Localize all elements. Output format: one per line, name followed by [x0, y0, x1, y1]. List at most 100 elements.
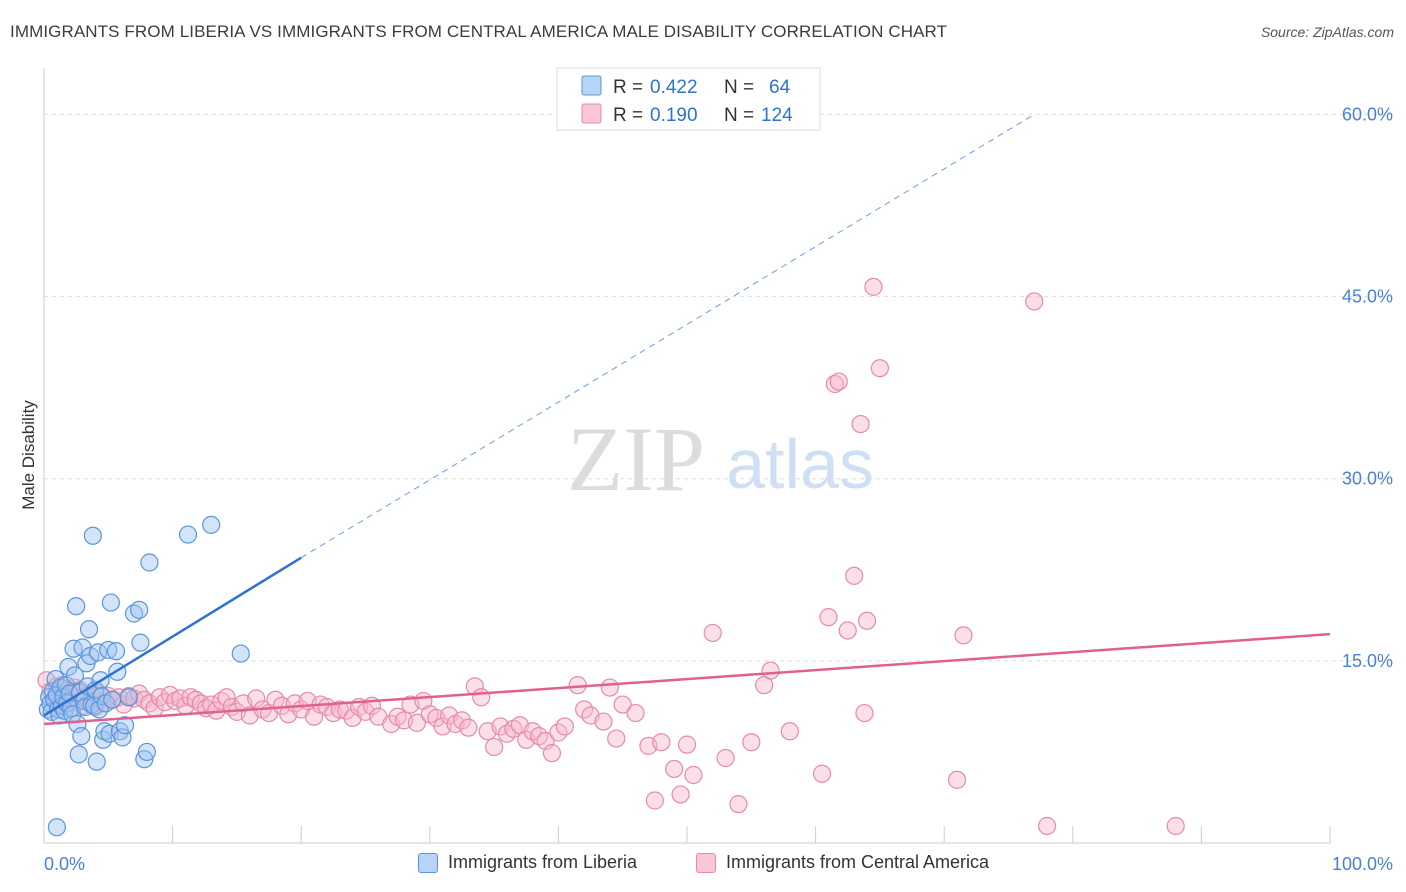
ca-point [851, 414, 870, 434]
ca-point [472, 688, 491, 707]
chart-title: IMMIGRANTS FROM LIBERIA VS IMMIGRANTS FR… [10, 22, 948, 41]
gridlines [44, 113, 1393, 662]
ca-point [1166, 816, 1185, 836]
liberia-point [130, 600, 149, 619]
liberia-point [72, 727, 91, 746]
ca-point [607, 729, 626, 748]
y-axis-label: Male Disability [19, 400, 38, 510]
liberia-point [119, 688, 138, 707]
ca-point [716, 748, 735, 768]
watermark-zip: ZIP [567, 408, 705, 510]
liberia-point [67, 597, 86, 616]
legend-item-ca-label: Immigrants from Central America [726, 852, 990, 872]
ca-point [594, 712, 613, 731]
ca-point [819, 608, 838, 627]
legend-ca-n-value: 124 [761, 105, 793, 126]
liberia-point [202, 515, 221, 534]
legend-liberia-r-value: 0.422 [650, 77, 698, 98]
ca-point [838, 621, 857, 640]
ca-point [1037, 816, 1057, 836]
liberia-point [79, 620, 99, 639]
legend-item-liberia-swatch [418, 852, 438, 873]
ca-point [812, 764, 832, 783]
liberia-point [103, 690, 122, 709]
ca-point [665, 759, 684, 779]
ca-point [140, 694, 159, 713]
series-central-america [37, 277, 1185, 836]
liberia-point [47, 818, 66, 837]
ca-point [1025, 292, 1044, 311]
legend-ca-swatch [581, 103, 602, 124]
series-liberia [38, 515, 250, 837]
ca-point [870, 359, 890, 378]
liberia-point [101, 593, 120, 612]
ca-point [600, 678, 619, 697]
legend-ca-r-label: R = [613, 105, 643, 126]
ca-point [247, 689, 266, 708]
ca-point [684, 765, 703, 785]
watermark: ZIP atlas [567, 408, 874, 510]
liberia-point [178, 525, 198, 544]
x-tick-label-max: 100.0% [1332, 854, 1393, 874]
y-tick-label: 45.0% [1342, 287, 1393, 307]
ca-point [845, 566, 864, 585]
liberia-trend-line [43, 556, 302, 717]
liberia-point [65, 666, 84, 685]
ca-point [626, 703, 645, 723]
ca-point [677, 735, 697, 754]
liberia-point [140, 553, 159, 572]
ca-point [542, 744, 562, 763]
ca-point [485, 737, 504, 757]
ca-point [864, 277, 883, 296]
legend-item-liberia-label: Immigrants from Liberia [448, 852, 638, 872]
source-credit: Source: ZipAtlas.com [1260, 24, 1394, 40]
ca-point [855, 703, 874, 723]
ca-point [761, 661, 780, 680]
legend-liberia-r-label: R = [613, 77, 643, 98]
y-tick-labels: 15.0% 30.0% 45.0% 60.0% [1342, 104, 1393, 670]
ca-point [780, 722, 799, 741]
y-tick-label: 30.0% [1342, 469, 1393, 489]
ca-point [703, 623, 722, 643]
legend-ca-n-label: N = [724, 105, 754, 126]
ca-trend-line [43, 632, 1331, 726]
liberia-point [83, 526, 102, 545]
ca-point [613, 695, 632, 714]
liberia-point [137, 742, 156, 762]
ca-point [645, 791, 664, 810]
legend-liberia-swatch [581, 75, 602, 96]
ca-point [555, 717, 574, 736]
trend-lines [43, 114, 1331, 726]
ca-point [652, 733, 671, 752]
watermark-atlas: atlas [726, 425, 874, 503]
ca-point [857, 611, 877, 630]
ca-point [954, 626, 973, 645]
y-tick-label: 15.0% [1342, 651, 1393, 671]
legend-item-ca-swatch [696, 852, 716, 873]
ca-point [452, 711, 472, 730]
legend-item-central-america: Immigrants from Central America [696, 852, 989, 873]
liberia-point [87, 752, 106, 771]
liberia-point [131, 633, 150, 652]
liberia-point [106, 642, 126, 661]
liberia-point [46, 669, 65, 689]
ca-point [330, 700, 349, 719]
liberia-point [135, 750, 154, 769]
liberia-point [69, 745, 88, 764]
ca-point [742, 733, 761, 752]
ca-point [947, 770, 967, 789]
ca-point [217, 688, 236, 707]
liberia-point [231, 644, 250, 663]
legend-ca-r-value: 0.190 [650, 105, 698, 126]
legend-stats: R = 0.422 N = 64 R = 0.190 N = 124 [556, 67, 821, 131]
legend-liberia-n-value: 64 [769, 77, 791, 98]
ca-point [671, 785, 690, 804]
y-tick-label: 60.0% [1342, 104, 1393, 124]
ca-point [459, 718, 478, 737]
liberia-point [99, 640, 118, 660]
x-tick-label-min: 0.0% [44, 854, 85, 874]
ca-point [407, 713, 427, 732]
liberia-point [115, 716, 135, 735]
legend-series: Immigrants from Liberia Immigrants from … [0, 852, 1406, 878]
